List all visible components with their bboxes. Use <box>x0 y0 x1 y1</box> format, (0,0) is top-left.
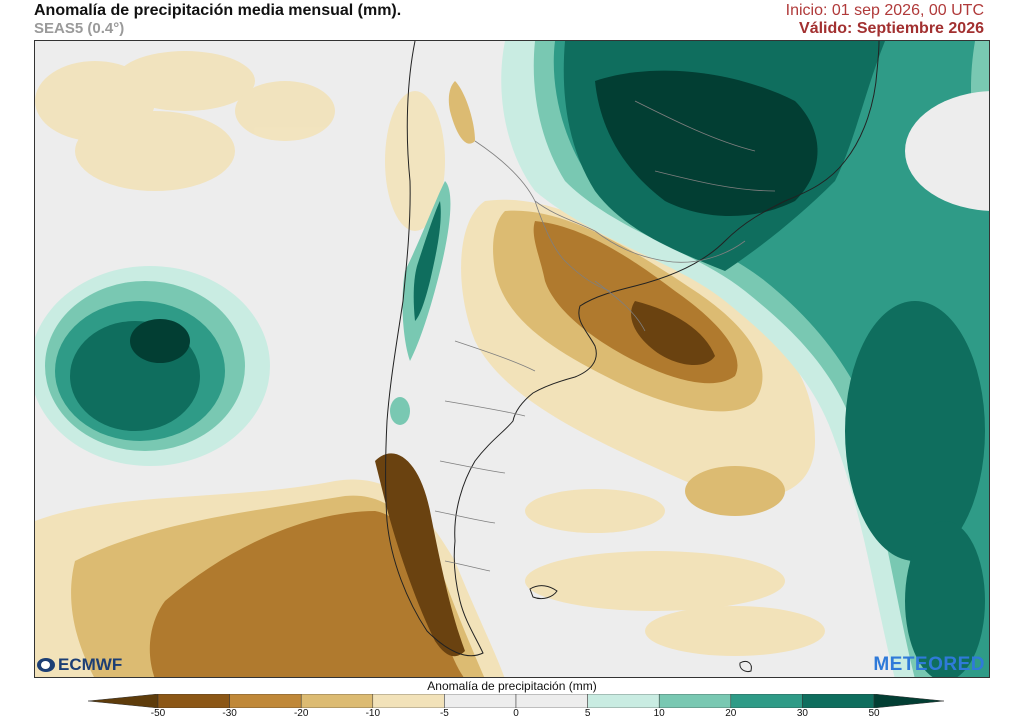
colorbar-segment <box>658 694 732 708</box>
colorbar <box>88 694 944 708</box>
colorbar-tick-label: 30 <box>796 708 808 719</box>
ecmwf-logo: ECMWF <box>37 655 122 675</box>
colorbar-segment <box>229 694 302 708</box>
brazil-wet-anomaly <box>501 41 989 677</box>
colorbar-segment <box>300 694 374 708</box>
colorbar-ticks: -50 -30 -20 -10 -5 0 5 10 20 30 50 <box>0 708 1024 720</box>
colorbar-segment <box>730 694 803 708</box>
south-georgia-island <box>739 660 752 672</box>
country-borders <box>434 100 776 572</box>
map-canvas <box>35 41 989 677</box>
ecmwf-logo-text: ECMWF <box>58 655 123 674</box>
pacific-wet-anomaly <box>35 266 270 466</box>
colorbar-tick-label: -50 <box>150 708 166 719</box>
model-subtitle: SEAS5 (0.4°) <box>34 20 125 37</box>
atlantic-pale-dry <box>525 489 825 656</box>
colorbar-arrow-left <box>88 694 159 708</box>
pacific-nw-dry-pattern <box>35 51 445 231</box>
colorbar-segment <box>157 694 230 708</box>
continent-outline <box>385 41 880 657</box>
plata-dry-anomaly <box>461 199 815 516</box>
colorbar-tick-label: 20 <box>725 708 737 719</box>
precipitation-anomaly-map: ECMWF METEORED <box>34 40 990 678</box>
colorbar-tick-label: 50 <box>868 708 880 719</box>
andes-wet-strip <box>390 81 475 425</box>
colorbar-segment <box>372 694 445 708</box>
colorbar-tick-label: -20 <box>293 708 309 719</box>
colorbar-tick-label: -10 <box>365 708 381 719</box>
valid-period: Válido: Septiembre 2026 <box>799 20 984 37</box>
patagonia-dry-anomaly <box>35 453 505 677</box>
init-time: Inicio: 01 sep 2026, 00 UTC <box>785 2 984 19</box>
meteored-logo: METEORED <box>873 654 985 675</box>
colorbar-tick-label: -30 <box>222 708 237 719</box>
map-title: Anomalía de precipitación media mensual … <box>34 2 402 19</box>
colorbar-tick-label: 10 <box>653 708 665 719</box>
colorbar-segment <box>802 694 875 708</box>
colorbar-tick-label: -5 <box>439 708 449 719</box>
colorbar-segment <box>444 694 517 708</box>
colorbar-segment <box>515 694 588 708</box>
colorbar-tick-label: 0 <box>513 708 519 719</box>
legend-title: Anomalía de precipitación (mm) <box>427 679 597 693</box>
colorbar-arrow-right <box>873 694 944 708</box>
colorbar-tick-label: 5 <box>584 708 591 719</box>
falkland-islands <box>529 585 558 600</box>
ecmwf-logo-icon <box>37 658 55 672</box>
colorbar-segment <box>587 694 660 708</box>
